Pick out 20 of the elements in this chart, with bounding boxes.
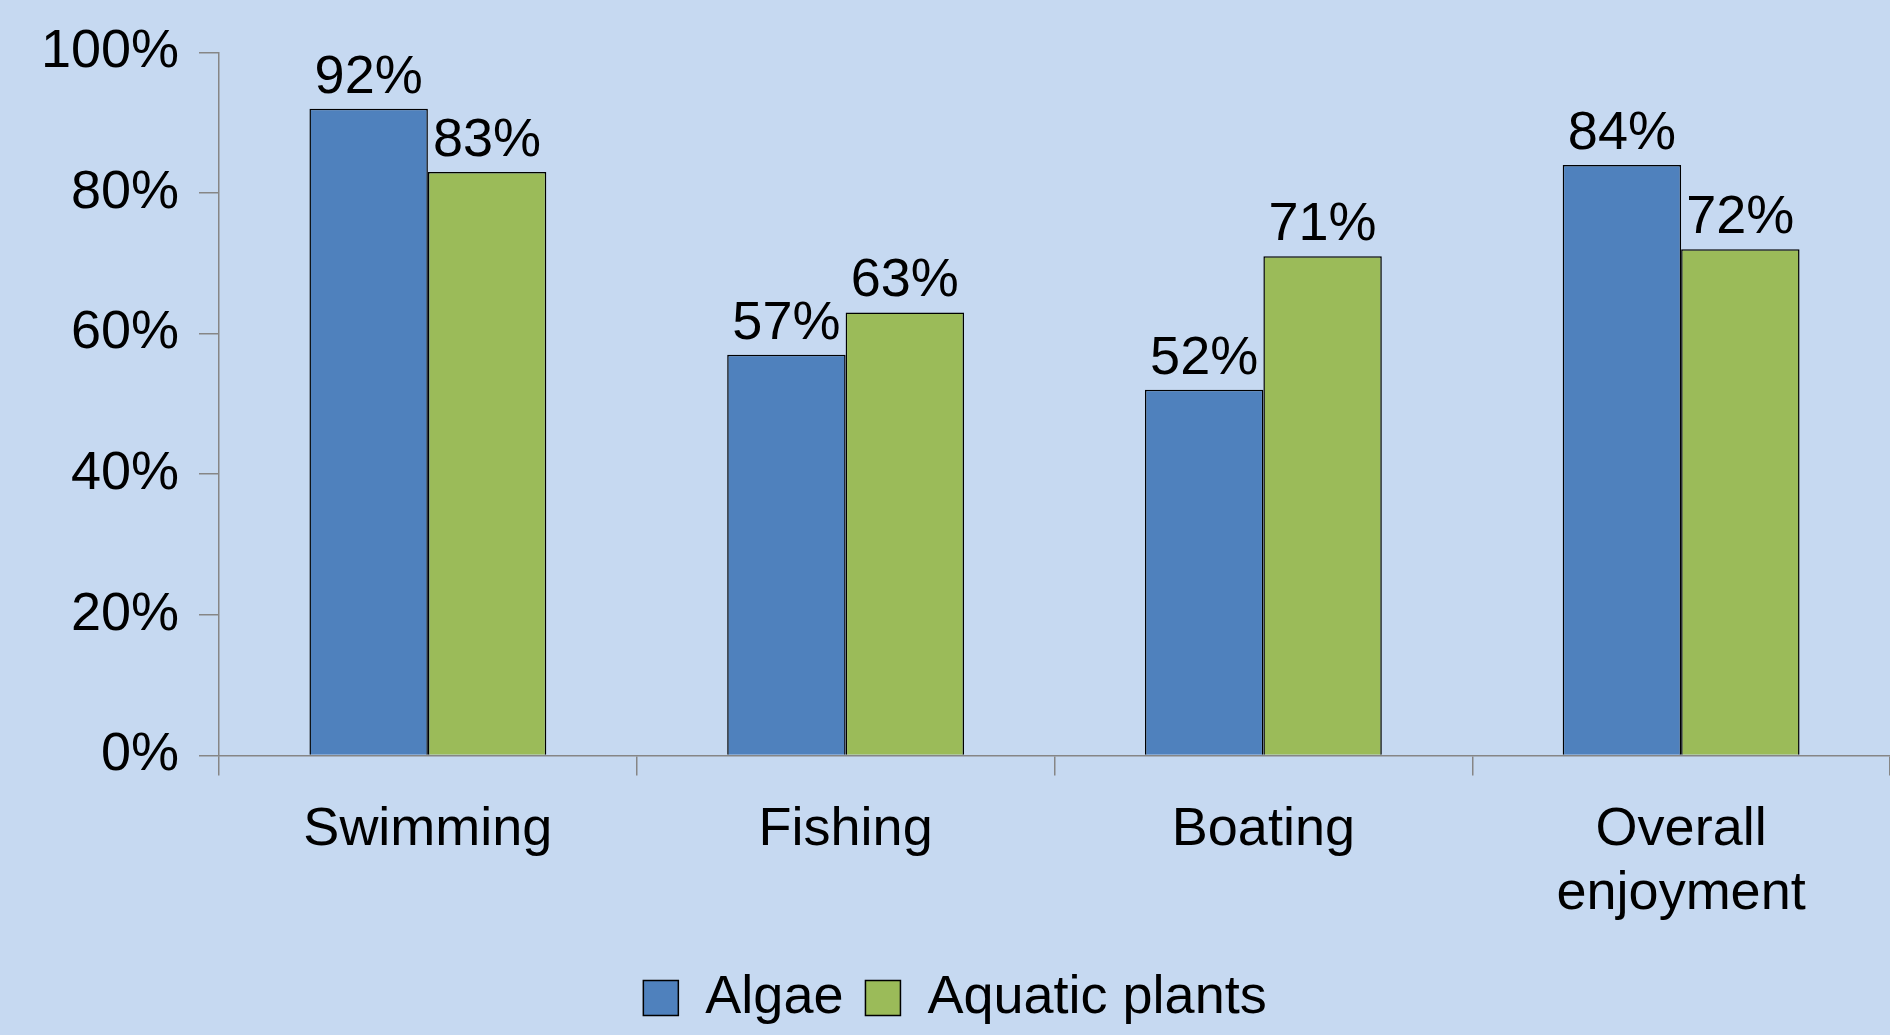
y-tick-label: 0% — [100, 721, 179, 782]
y-tick-label: 100% — [40, 18, 179, 79]
y-tick-label: 60% — [70, 299, 179, 360]
data-label: 84% — [1567, 99, 1676, 160]
x-tick-label: Swimming — [303, 795, 553, 856]
x-tick-label: Overall enjoyment — [1556, 795, 1806, 921]
y-tick-label: 20% — [70, 580, 179, 641]
y-tick-label: 40% — [70, 440, 179, 501]
data-label: 71% — [1268, 191, 1377, 252]
data-label: 52% — [1150, 324, 1259, 385]
data-label: 63% — [850, 247, 959, 308]
data-label: 72% — [1686, 184, 1795, 245]
legend-label: Aquatic plants — [927, 963, 1267, 1024]
legend-label: Algae — [705, 963, 844, 1024]
data-label: 92% — [314, 43, 423, 104]
data-label: 83% — [433, 106, 542, 167]
y-tick-label: 80% — [70, 158, 179, 219]
x-tick-label: Fishing — [758, 795, 933, 856]
x-tick-label: Boating — [1171, 795, 1355, 856]
data-label: 57% — [732, 289, 841, 350]
